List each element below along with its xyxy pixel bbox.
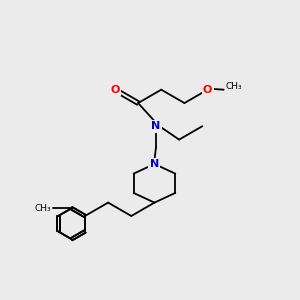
- Text: CH₃: CH₃: [225, 82, 242, 91]
- Text: CH₃: CH₃: [35, 204, 51, 213]
- Text: O: O: [110, 85, 120, 95]
- Text: N: N: [150, 159, 159, 169]
- Text: N: N: [151, 121, 160, 131]
- Text: O: O: [203, 85, 212, 95]
